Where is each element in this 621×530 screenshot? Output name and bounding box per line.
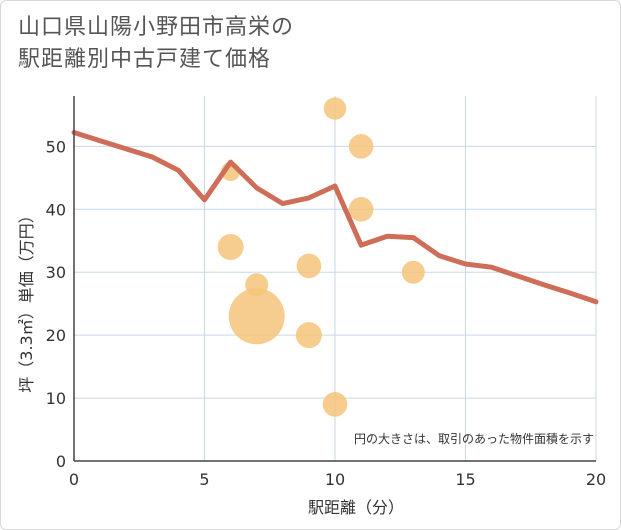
title-line-2: 駅距離別中古戸建て価格 — [18, 47, 272, 72]
x-tick-label: 20 — [586, 470, 606, 489]
bubble-point — [322, 392, 348, 417]
size-note: 円の大きさは、取引のあった物件面積を示す — [354, 431, 594, 446]
y-tick-label: 0 — [56, 452, 66, 471]
bubble-point — [296, 253, 322, 279]
bubble-point — [228, 288, 285, 345]
y-tick-label: 30 — [46, 263, 66, 282]
x-tick-label: 0 — [69, 470, 79, 489]
y-tick-label: 40 — [46, 200, 66, 219]
bubble-point — [323, 97, 347, 120]
bubble-series — [217, 97, 425, 417]
y-axis-label: 坪（3.3㎡）単価（万円） — [17, 207, 36, 392]
chart-title: 山口県山陽小野田市高栄の 駅距離別中古戸建て価格 — [18, 12, 294, 76]
y-tick-label: 10 — [46, 389, 66, 408]
title-line-1: 山口県山陽小野田市高栄の — [18, 15, 295, 40]
y-tick-label: 50 — [46, 137, 66, 156]
x-tick-label: 15 — [455, 470, 475, 489]
bubble-point — [348, 134, 374, 159]
axes — [73, 96, 596, 462]
bubble-point — [295, 322, 322, 349]
x-axis-label: 駅距離（分） — [308, 498, 404, 517]
bubble-point — [401, 260, 425, 284]
tick-labels: 0 5 10 15 20 0 10 20 30 40 50 — [46, 137, 607, 489]
x-tick-label: 10 — [325, 470, 345, 489]
bubble-point — [348, 196, 374, 222]
y-tick-label: 20 — [46, 326, 66, 345]
trend-line — [71, 130, 599, 305]
trend-line-series — [71, 130, 599, 305]
x-tick-label: 5 — [199, 470, 209, 489]
bubble-point — [217, 234, 244, 261]
